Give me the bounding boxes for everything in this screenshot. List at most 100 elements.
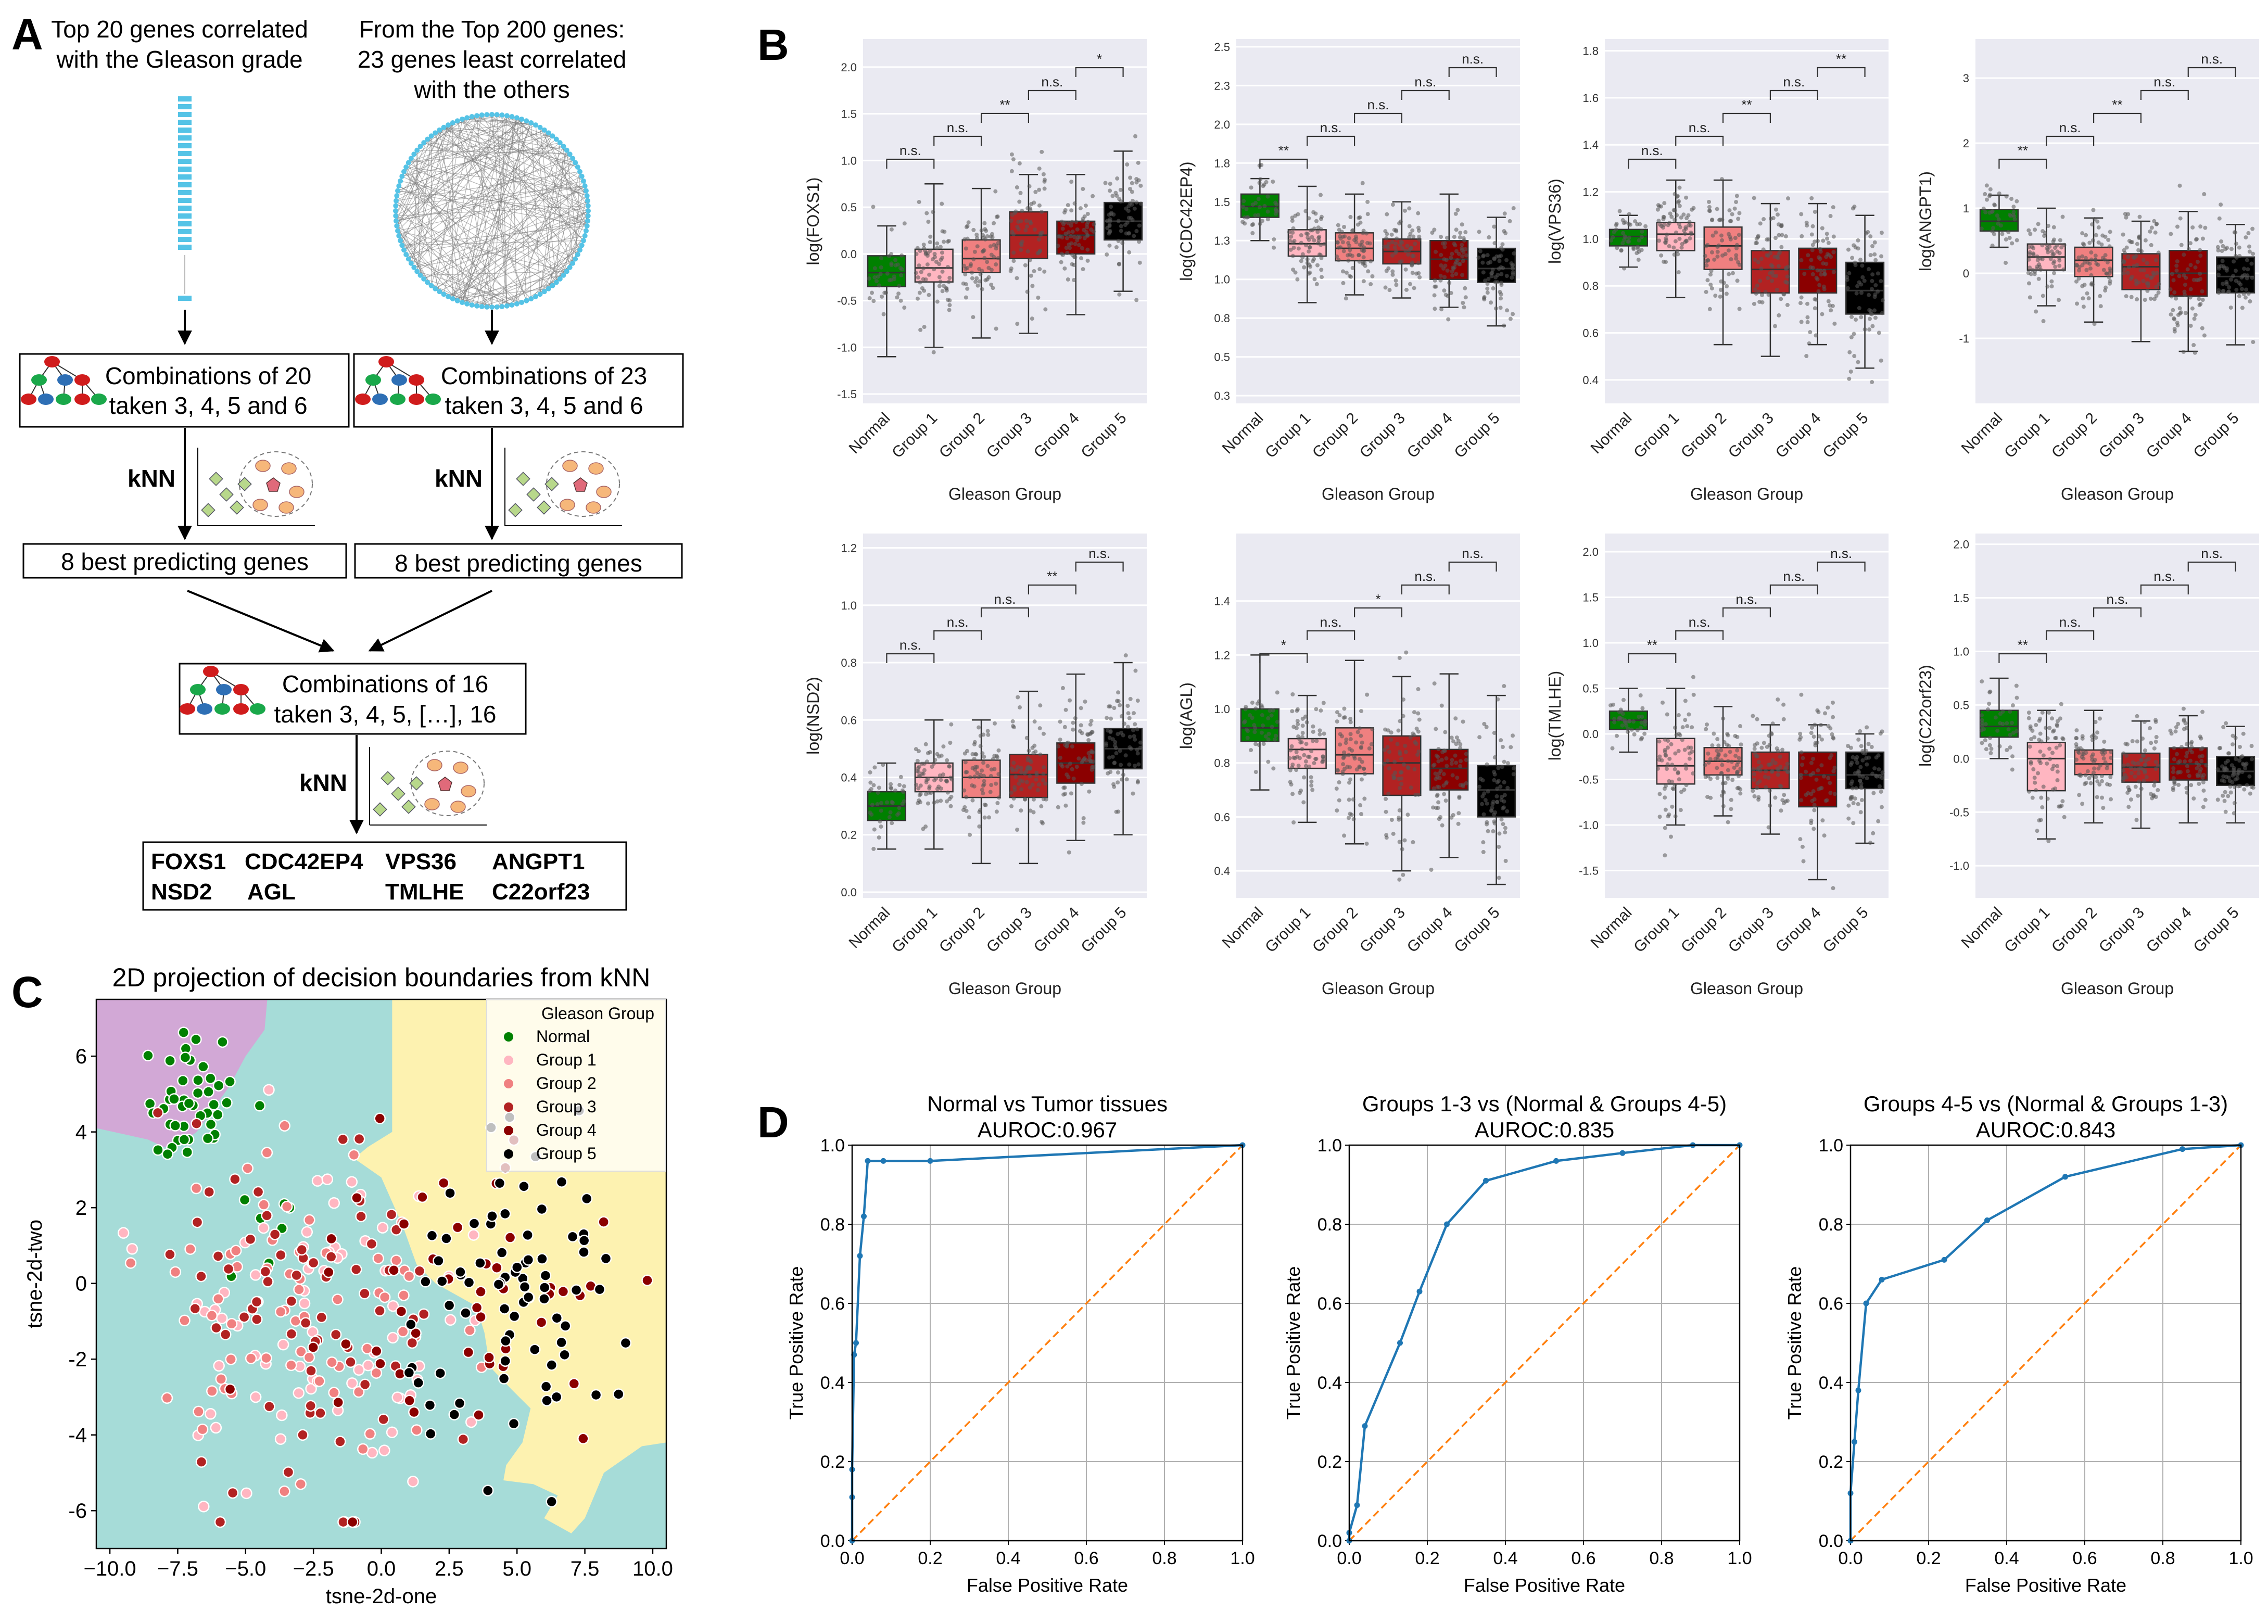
data-point bbox=[1856, 737, 1861, 742]
significance-label: n.s. bbox=[1320, 120, 1342, 135]
data-point bbox=[1364, 231, 1369, 236]
data-point bbox=[1107, 212, 1111, 217]
tsne-point bbox=[448, 1409, 460, 1420]
data-point bbox=[980, 287, 984, 291]
data-point bbox=[1623, 234, 1627, 239]
data-point bbox=[1805, 320, 1810, 324]
network-edge bbox=[530, 235, 586, 299]
significance-bracket bbox=[980, 112, 1030, 123]
data-point bbox=[1640, 714, 1644, 719]
data-point bbox=[1627, 235, 1631, 240]
y-tick-label: 0.4 bbox=[841, 771, 857, 784]
tsne-point bbox=[178, 1026, 189, 1038]
data-point bbox=[1322, 731, 1326, 736]
data-point bbox=[1689, 231, 1693, 235]
data-point bbox=[1512, 766, 1516, 771]
data-point bbox=[920, 771, 924, 776]
data-point bbox=[1774, 274, 1779, 278]
data-point bbox=[1273, 200, 1278, 205]
tsne-point bbox=[508, 1417, 520, 1430]
network-edge bbox=[402, 122, 531, 177]
network-edge bbox=[563, 185, 586, 275]
data-point bbox=[2083, 773, 2088, 778]
data-point bbox=[2183, 721, 2188, 726]
data-point bbox=[1676, 200, 1681, 205]
data-point bbox=[1081, 217, 1085, 221]
data-point bbox=[1384, 236, 1389, 240]
data-point bbox=[1801, 859, 1806, 864]
data-point bbox=[2182, 727, 2186, 731]
data-point bbox=[2176, 721, 2181, 726]
data-point bbox=[1719, 748, 1724, 753]
tsne-point bbox=[467, 1229, 480, 1241]
data-point bbox=[1859, 744, 1864, 748]
knn-boundary bbox=[411, 751, 485, 816]
tsne-point bbox=[590, 1389, 602, 1401]
network-node bbox=[394, 218, 399, 224]
data-point bbox=[1751, 767, 1756, 771]
data-point bbox=[1870, 771, 1875, 776]
data-point bbox=[1065, 764, 1070, 769]
network-node bbox=[489, 112, 495, 117]
data-point bbox=[1463, 247, 1468, 251]
x-tick-label: Group 5 bbox=[1078, 410, 1130, 462]
data-point bbox=[1272, 237, 1276, 242]
y-tick-label: 0.6 bbox=[1214, 810, 1230, 823]
data-point bbox=[1636, 246, 1640, 251]
x-tick-label: −7.5 bbox=[157, 1557, 198, 1580]
data-point bbox=[1439, 757, 1444, 762]
data-point bbox=[1113, 745, 1118, 750]
tsne-point bbox=[471, 1302, 483, 1314]
tree-node bbox=[56, 394, 71, 405]
data-point bbox=[2026, 281, 2031, 286]
tsne-point bbox=[500, 1335, 512, 1347]
data-point bbox=[1417, 717, 1422, 722]
data-point bbox=[1443, 748, 1448, 753]
data-point bbox=[1724, 291, 1729, 296]
data-point bbox=[1117, 262, 1121, 267]
data-point bbox=[1074, 765, 1079, 769]
y-tick-label: 0.4 bbox=[1819, 1373, 1843, 1393]
data-point bbox=[2089, 282, 2094, 287]
tsne-point bbox=[424, 1428, 437, 1440]
data-point bbox=[879, 824, 883, 829]
data-point bbox=[1350, 265, 1355, 270]
data-point bbox=[1105, 252, 1109, 257]
data-point bbox=[2087, 776, 2092, 780]
data-point bbox=[2097, 716, 2102, 721]
data-point bbox=[1382, 244, 1386, 249]
data-point bbox=[1319, 243, 1323, 247]
tsne-point bbox=[385, 1209, 398, 1221]
data-point bbox=[2226, 758, 2231, 763]
x-axis-label: Gleason Group bbox=[2061, 979, 2174, 998]
data-point bbox=[1126, 215, 1131, 220]
data-point bbox=[2168, 728, 2173, 733]
data-point bbox=[986, 815, 991, 820]
knn-class-b bbox=[562, 460, 578, 472]
tsne-point bbox=[391, 1391, 403, 1403]
data-point bbox=[1037, 726, 1042, 731]
data-point bbox=[1873, 258, 1878, 262]
x-tick-label: Group 1 bbox=[1262, 904, 1314, 956]
network-node bbox=[579, 173, 585, 179]
data-point bbox=[1432, 227, 1437, 232]
data-point bbox=[921, 277, 926, 282]
data-point bbox=[1398, 786, 1402, 791]
data-point bbox=[1872, 766, 1877, 771]
tsne-point bbox=[224, 1075, 236, 1088]
data-point bbox=[1129, 746, 1133, 751]
data-point bbox=[1854, 318, 1858, 322]
y-axis-label: log(C22orf23) bbox=[1916, 665, 1935, 767]
data-point bbox=[1485, 282, 1490, 286]
data-point bbox=[1780, 233, 1784, 237]
data-point bbox=[1041, 172, 1046, 176]
data-point bbox=[1010, 230, 1015, 234]
panel-label-d: D bbox=[757, 1098, 789, 1147]
data-point bbox=[2062, 815, 2067, 819]
x-tick-label: Group 1 bbox=[1262, 410, 1314, 462]
data-point bbox=[1071, 776, 1076, 781]
data-point bbox=[2029, 761, 2033, 766]
data-point bbox=[1110, 754, 1115, 759]
tsne-point bbox=[346, 1516, 359, 1528]
data-point bbox=[1287, 756, 1292, 760]
